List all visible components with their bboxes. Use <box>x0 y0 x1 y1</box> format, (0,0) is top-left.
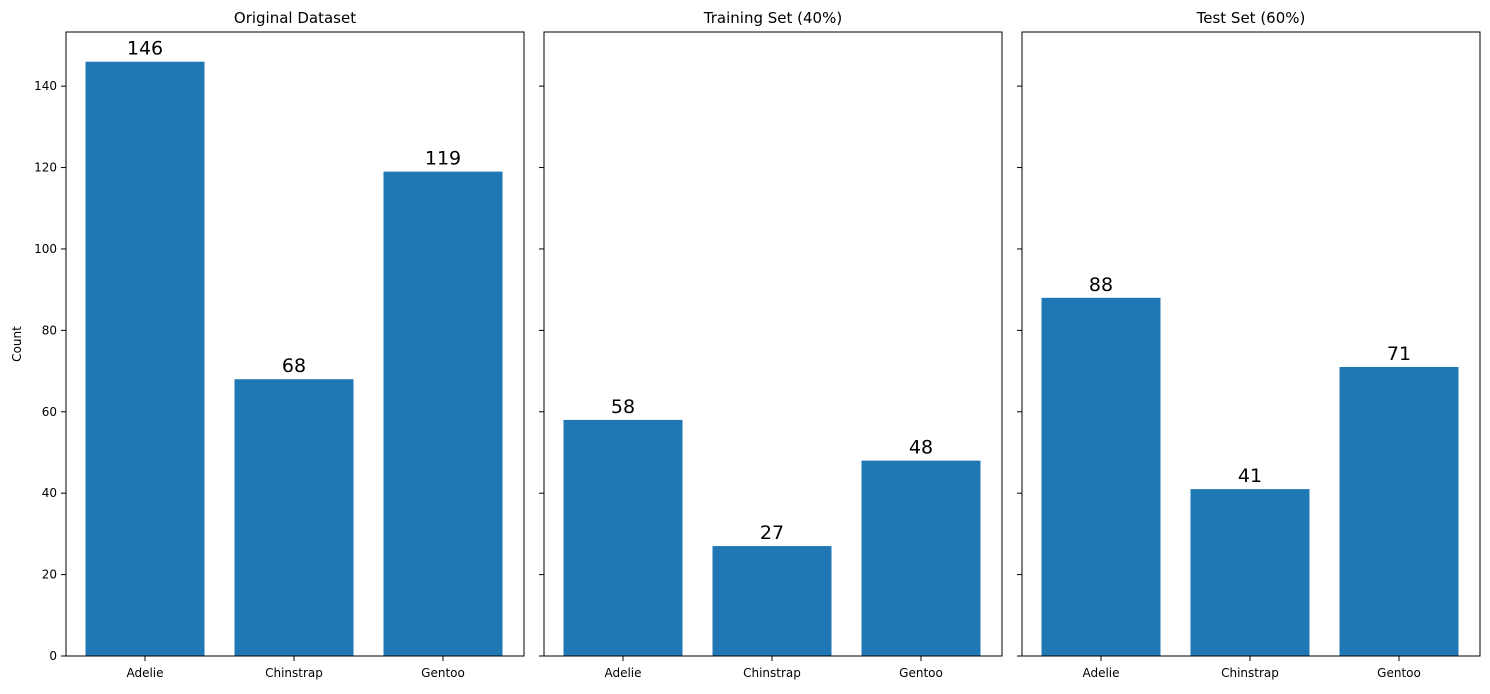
x-tick-label: Adelie <box>604 666 641 680</box>
x-tick-label: Adelie <box>1082 666 1119 680</box>
panel-title: Training Set (40%) <box>703 9 842 27</box>
bar-adelie <box>563 419 683 656</box>
bar-gentoo <box>861 460 981 656</box>
y-tick-label: 20 <box>42 568 57 582</box>
x-tick-label: Chinstrap <box>1221 666 1279 680</box>
y-tick-label: 0 <box>49 649 57 663</box>
x-tick-label: Chinstrap <box>743 666 801 680</box>
x-tick-label: Adelie <box>126 666 163 680</box>
bar-chinstrap <box>1190 489 1310 656</box>
data-label: 71 <box>1387 343 1411 365</box>
y-tick-label: 120 <box>34 161 57 175</box>
data-label: 68 <box>282 355 306 377</box>
data-label: 146 <box>127 38 163 60</box>
x-tick-label: Gentoo <box>421 666 465 680</box>
x-tick-label: Gentoo <box>1377 666 1421 680</box>
x-tick-label: Chinstrap <box>265 666 323 680</box>
y-axis-label: Count <box>10 326 24 362</box>
x-tick-label: Gentoo <box>899 666 943 680</box>
data-label: 88 <box>1089 274 1113 296</box>
y-tick-label: 60 <box>42 405 57 419</box>
panel-title: Original Dataset <box>234 9 356 27</box>
y-tick-label: 140 <box>34 79 57 93</box>
data-label: 27 <box>760 522 784 544</box>
panel-title: Test Set (60%) <box>1196 9 1306 27</box>
plot-frame <box>1021 31 1481 657</box>
data-label: 41 <box>1238 465 1262 487</box>
y-tick-label: 80 <box>42 323 57 337</box>
y-tick-label: 100 <box>34 242 57 256</box>
bar-adelie <box>85 61 205 656</box>
bar-chinstrap <box>712 546 832 656</box>
bar-gentoo <box>1339 366 1459 656</box>
bar-gentoo <box>383 171 503 656</box>
bar-chinstrap <box>234 379 354 656</box>
data-label: 48 <box>909 437 933 459</box>
data-label: 119 <box>425 148 461 170</box>
data-label: 58 <box>611 396 635 418</box>
bar-adelie <box>1041 297 1161 656</box>
plot-frame <box>65 31 525 657</box>
y-tick-label: 40 <box>42 486 57 500</box>
plot-frame <box>543 31 1003 657</box>
